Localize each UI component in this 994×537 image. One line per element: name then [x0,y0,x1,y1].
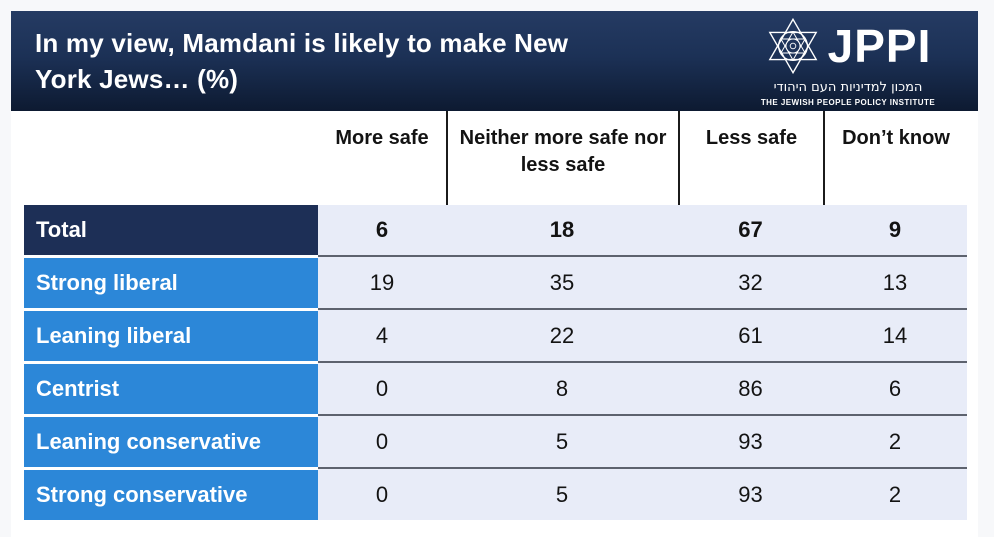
value-cell: 0 [318,364,446,414]
value-cell: 2 [823,417,967,467]
corner-cell [24,111,318,205]
value-cell: 22 [446,311,678,361]
column-header-row: More safe Neither more safe nor less saf… [24,111,967,205]
row-label: Centrist [24,364,318,414]
table-row-leaning-conservative: Leaning conservative 0 5 93 2 [24,414,967,467]
table-row-total: Total 6 18 67 9 [24,205,967,255]
value-cell: 93 [678,417,823,467]
value-cell: 5 [446,470,678,520]
value-cell: 18 [446,205,678,255]
slide-card: In my view, Mamdani is likely to make Ne… [11,11,978,537]
logo-hebrew-name: המכון למדיניות העם היהודי [773,80,923,95]
title-line-2: York Jews… (%) [35,64,239,94]
value-cell: 6 [823,364,967,414]
page-title: In my view, Mamdani is likely to make Ne… [35,25,568,97]
table-row-centrist: Centrist 0 8 86 6 [24,361,967,414]
value-cell: 13 [823,258,967,308]
value-cell: 6 [318,205,446,255]
logo-row: JPPI [760,13,936,79]
value-cell: 86 [678,364,823,414]
logo-wordmark: JPPI [827,20,932,72]
row-label: Leaning liberal [24,311,318,361]
value-cell: 93 [678,470,823,520]
table-row-strong-liberal: Strong liberal 19 35 32 13 [24,255,967,308]
value-cell: 35 [446,258,678,308]
column-header-less-safe: Less safe [678,111,823,205]
star-of-david-icon [768,17,818,75]
value-cell: 9 [823,205,967,255]
value-cell: 5 [446,417,678,467]
value-cell: 19 [318,258,446,308]
table-row-strong-conservative: Strong conservative 0 5 93 2 [24,467,967,520]
column-header-dont-know: Don’t know [823,111,967,205]
row-label: Leaning conservative [24,417,318,467]
jppi-logo: JPPI המכון למדיניות העם היהודי THE JEWIS… [760,13,936,107]
logo-english-name: THE JEWISH PEOPLE POLICY INSTITUTE [760,98,936,107]
table-row-leaning-liberal: Leaning liberal 4 22 61 14 [24,308,967,361]
title-line-1: In my view, Mamdani is likely to make Ne… [35,28,569,58]
row-label: Strong liberal [24,258,318,308]
value-cell: 67 [678,205,823,255]
value-cell: 32 [678,258,823,308]
value-cell: 4 [318,311,446,361]
row-label: Strong conservative [24,470,318,520]
value-cell: 2 [823,470,967,520]
results-table: More safe Neither more safe nor less saf… [24,111,967,520]
value-cell: 8 [446,364,678,414]
value-cell: 0 [318,417,446,467]
value-cell: 61 [678,311,823,361]
value-cell: 14 [823,311,967,361]
slide-header: In my view, Mamdani is likely to make Ne… [11,11,978,111]
value-cell: 0 [318,470,446,520]
column-header-neither: Neither more safe nor less safe [446,111,678,205]
column-header-more-safe: More safe [335,127,429,149]
row-label: Total [24,205,318,255]
